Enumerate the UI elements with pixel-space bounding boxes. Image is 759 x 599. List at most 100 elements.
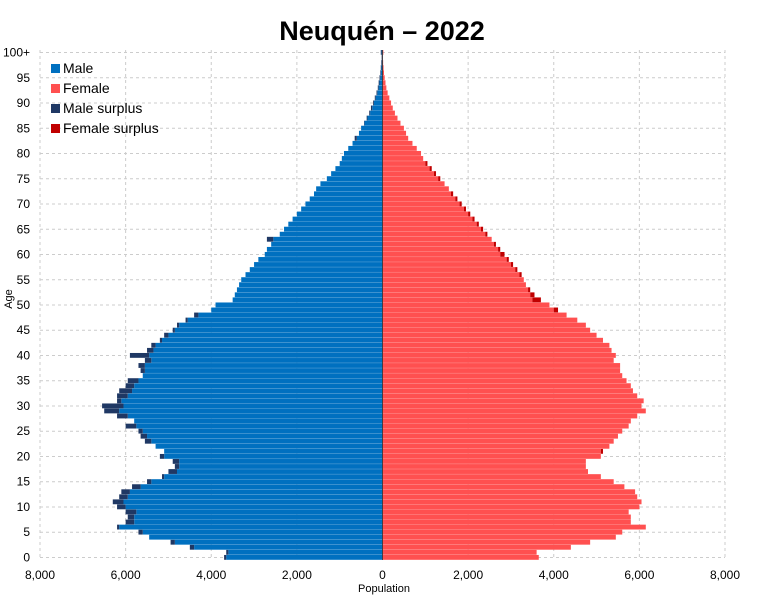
- female-bar-age-31: [382, 398, 644, 404]
- male-bar-age-96: [381, 70, 383, 76]
- male-surplus-bar-age-2: [189, 544, 195, 550]
- male-surplus-bar-age-91: [374, 95, 376, 101]
- male-surplus-bar-age-37: [140, 368, 145, 373]
- male-surplus-bar-age-44: [164, 332, 169, 338]
- female-bar-age-87: [382, 115, 398, 121]
- male-bar-age-6: [119, 524, 383, 530]
- female-bar-age-4: [382, 534, 616, 540]
- male-bar-age-84: [358, 130, 383, 136]
- y-tick-label-11: 55: [17, 273, 31, 287]
- male-bar-age-14: [140, 484, 383, 490]
- female-bar-age-84: [382, 130, 407, 136]
- male-bar-age-0: [226, 554, 383, 560]
- female-surplus-bar-age-76: [433, 171, 437, 177]
- legend-label-3: Female surplus: [63, 120, 159, 136]
- male-bar-age-79: [341, 156, 383, 161]
- male-surplus-bar-age-10: [117, 504, 126, 510]
- male-bar-age-29: [119, 408, 383, 414]
- male-bar-age-1: [228, 549, 383, 555]
- female-surplus-bar-age-51: [532, 297, 541, 303]
- y-axis-label: Age: [3, 289, 15, 309]
- female-bar-age-56: [382, 272, 520, 278]
- female-bar-age-33: [382, 388, 633, 394]
- legend-swatch-1: [51, 84, 60, 93]
- male-bar-age-53: [236, 287, 383, 293]
- female-bar-age-86: [382, 120, 401, 126]
- y-tick-label-0: 0: [23, 550, 30, 564]
- male-bar-age-100: [381, 50, 383, 55]
- male-surplus-bar-age-31: [117, 398, 122, 404]
- male-surplus-bar-age-40: [129, 352, 150, 358]
- female-bar-age-48: [382, 312, 567, 318]
- male-bar-age-38: [144, 363, 383, 368]
- x-axis-label: Population: [358, 583, 410, 595]
- male-bar-age-39: [151, 358, 383, 363]
- female-surplus-bar-age-62: [493, 241, 496, 247]
- male-bar-age-7: [134, 519, 383, 525]
- male-bar-age-3: [174, 539, 383, 545]
- male-bar-age-36: [142, 373, 383, 379]
- female-bar-age-18: [382, 464, 586, 469]
- female-bar-age-13: [382, 489, 636, 495]
- y-tick-label-13: 65: [17, 222, 31, 236]
- male-bar-age-48: [198, 312, 383, 318]
- male-surplus-bar-age-46: [177, 322, 180, 328]
- female-bar-age-24: [382, 433, 618, 439]
- female-bar-age-79: [382, 156, 424, 161]
- male-surplus-bar-age-43: [159, 337, 163, 343]
- male-surplus-bar-age-23: [144, 438, 152, 444]
- legend-label-0: Male: [63, 60, 94, 76]
- male-bar-age-2: [194, 544, 383, 550]
- male-bar-age-93: [378, 85, 383, 91]
- male-bar-age-81: [348, 145, 383, 151]
- female-bar-age-47: [382, 317, 578, 323]
- male-bar-age-22: [155, 443, 383, 449]
- male-bar-age-62: [271, 241, 383, 247]
- female-bar-age-63: [382, 236, 492, 242]
- female-bar-age-43: [382, 337, 603, 343]
- female-bar-age-19: [382, 459, 586, 464]
- female-bar-age-3: [382, 539, 591, 545]
- female-bar-age-36: [382, 373, 623, 379]
- x-axis-ticks: 8,000 6,000 4,000 2,000 0 2,000 4,000 6,000 8,00…: [25, 568, 740, 582]
- female-surplus-bar-age-72: [451, 191, 454, 197]
- male-bar-age-45: [174, 327, 383, 333]
- y-tick-label-18: 90: [17, 96, 31, 110]
- female-bar-age-34: [382, 383, 631, 389]
- male-bar-age-24: [147, 433, 383, 439]
- male-surplus-bar-age-19: [172, 459, 180, 464]
- male-bar-age-11: [123, 499, 383, 505]
- female-bar-age-37: [382, 368, 621, 373]
- male-bar-age-20: [164, 453, 383, 459]
- male-surplus-bar-age-95: [379, 75, 381, 81]
- male-bar-age-82: [352, 140, 383, 146]
- male-bar-age-77: [335, 166, 383, 171]
- x-tick-label-7: 6,000: [624, 568, 654, 582]
- male-bar-age-43: [162, 337, 383, 343]
- legend-label-2: Male surplus: [63, 100, 142, 116]
- female-surplus-bar-age-53: [528, 287, 531, 293]
- female-bar-age-95: [382, 75, 385, 81]
- male-bar-age-73: [316, 186, 383, 192]
- male-bar-age-94: [379, 80, 383, 86]
- female-surplus-bar-age-65: [480, 226, 484, 232]
- male-surplus-bar-age-48: [194, 312, 199, 318]
- female-surplus-bar-age-60: [500, 251, 505, 257]
- male-bar-age-60: [264, 251, 383, 257]
- male-surplus-bar-age-29: [104, 408, 120, 414]
- female-bar-age-42: [382, 342, 610, 348]
- male-bar-age-31: [121, 398, 383, 404]
- female-bar-age-11: [382, 499, 642, 505]
- male-bar-age-97: [381, 65, 383, 70]
- male-surplus-bar-age-0: [224, 554, 227, 560]
- female-bar-age-14: [382, 484, 625, 490]
- x-tick-label-3: 2,000: [282, 568, 312, 582]
- male-surplus-bar-age-38: [138, 363, 145, 368]
- male-bar-age-41: [153, 347, 383, 353]
- y-tick-label-4: 20: [17, 449, 31, 463]
- female-bar-age-92: [382, 90, 388, 96]
- male-surplus-bar-age-93: [377, 85, 379, 91]
- male-surplus-bar-age-42: [151, 342, 156, 348]
- female-surplus-bar-age-49: [553, 307, 559, 313]
- male-bar-age-78: [339, 161, 383, 166]
